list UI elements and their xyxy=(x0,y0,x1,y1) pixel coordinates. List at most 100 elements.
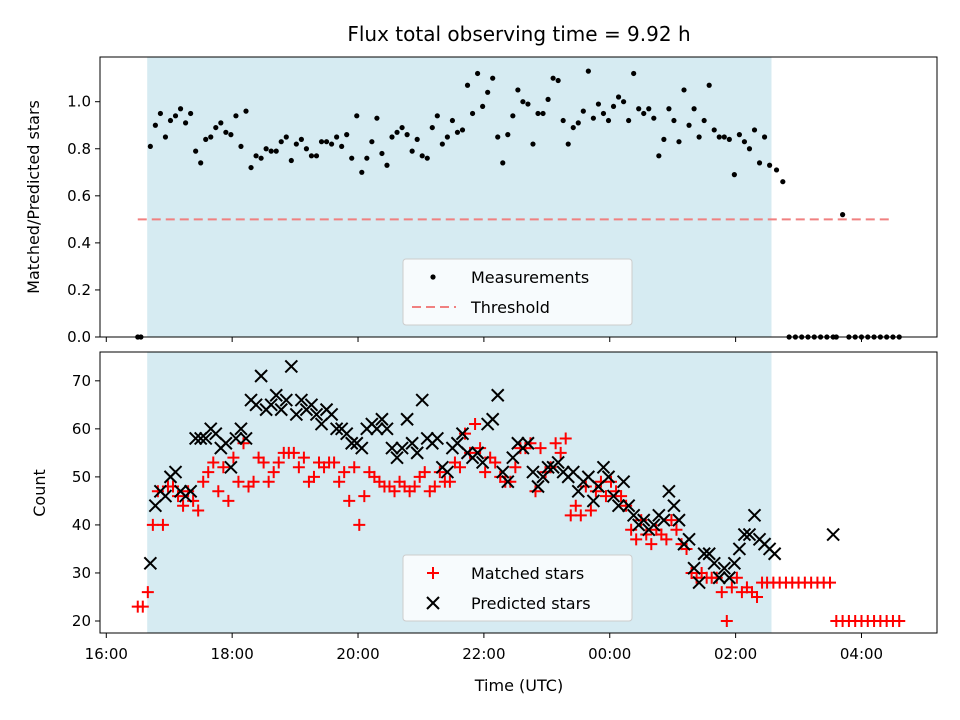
predicted-point xyxy=(667,499,681,513)
predicted-point xyxy=(304,398,319,412)
predicted-point xyxy=(324,407,339,422)
measurement-point xyxy=(495,134,501,140)
predicted-point xyxy=(611,499,626,513)
matched-point xyxy=(630,533,643,546)
matched-point xyxy=(534,442,547,455)
top-panel: 0.0 0.2 0.4 0.6 0.8 1.0 Matched/Predicted sta… xyxy=(24,56,938,346)
measurement-point xyxy=(193,148,199,154)
measurement-point xyxy=(756,160,763,166)
matched-point xyxy=(146,518,159,531)
measurement-point xyxy=(525,101,531,107)
matched-point xyxy=(549,437,562,450)
matched-point xyxy=(554,446,567,459)
matched-point xyxy=(640,528,653,541)
predicted-point xyxy=(501,474,515,489)
measurement-point xyxy=(585,68,591,74)
predicted-point xyxy=(224,460,238,474)
predicted-point xyxy=(707,556,721,571)
measurement-point xyxy=(550,75,556,81)
legend-measurement-marker xyxy=(430,274,436,280)
predicted-point xyxy=(647,518,661,532)
predicted-point xyxy=(606,489,621,503)
measurement-point xyxy=(344,132,350,138)
x-axis-label: Time (UTC) xyxy=(474,676,563,695)
predicted-point xyxy=(395,441,409,455)
predicted-point xyxy=(702,547,716,561)
x-tick-label: 04:00 xyxy=(840,645,883,663)
predicted-point xyxy=(168,465,183,479)
measurement-point xyxy=(188,110,194,117)
measurement-point xyxy=(580,108,586,114)
matched-point xyxy=(433,466,446,479)
predicted-point xyxy=(586,494,601,508)
measurement-point xyxy=(540,110,546,117)
measurement-point xyxy=(656,153,662,159)
measurement-point xyxy=(641,110,647,117)
measurement-point xyxy=(746,146,753,152)
top-legend: Measurements Threshold xyxy=(402,258,633,326)
measurement-point xyxy=(248,164,254,171)
matched-point xyxy=(715,586,728,599)
matched-point xyxy=(893,614,906,627)
predicted-point xyxy=(712,571,726,585)
predicted-point xyxy=(637,513,651,527)
y-tick-label: 60 xyxy=(72,420,91,438)
measurement-point xyxy=(273,148,279,154)
x-tick-label: 02:00 xyxy=(714,645,757,663)
legend-matched-marker xyxy=(427,567,439,579)
measurement-point xyxy=(651,115,657,121)
y-tick-label: 0.2 xyxy=(67,281,91,299)
x-tick-label: 18:00 xyxy=(211,645,254,663)
measurement-point xyxy=(263,146,269,152)
predicted-point xyxy=(747,508,762,523)
measurement-point xyxy=(389,134,395,140)
y-tick-label: 0.4 xyxy=(67,234,91,252)
matched-point xyxy=(287,446,300,459)
legend-measurements: Measurements xyxy=(471,268,589,287)
measurement-point xyxy=(152,122,158,128)
predicted-point xyxy=(199,431,213,446)
measurement-point xyxy=(590,115,596,121)
measurement-point xyxy=(454,129,461,135)
bottom-x-ticks: 16:00 18:00 20:00 22:00 00:00 02:00 04:00 xyxy=(85,633,883,663)
measurement-point xyxy=(696,134,702,140)
matched-point xyxy=(443,475,456,488)
measurement-point xyxy=(646,106,652,112)
predicted-point xyxy=(621,499,636,513)
predicted-point xyxy=(601,470,616,484)
top-y-ticks: 0.0 0.2 0.4 0.6 0.8 1.0 xyxy=(67,93,100,346)
measurement-point xyxy=(636,106,642,112)
predicted-point xyxy=(626,508,641,523)
predicted-point xyxy=(264,398,278,412)
predicted-point xyxy=(692,575,706,590)
matched-point xyxy=(725,581,738,594)
measurement-point xyxy=(278,139,284,145)
predicted-point xyxy=(571,484,585,499)
matched-point xyxy=(156,518,169,531)
matched-point xyxy=(212,485,225,498)
predicted-point xyxy=(531,479,545,494)
measurement-point xyxy=(510,113,516,119)
top-axes-frame xyxy=(99,56,938,338)
legend-matched: Matched stars xyxy=(471,564,584,583)
matched-point xyxy=(227,451,240,464)
measurement-point xyxy=(615,94,622,100)
measurement-point xyxy=(394,129,400,135)
matched-point xyxy=(197,475,210,488)
legend-predicted-marker xyxy=(426,596,440,610)
predicted-point xyxy=(672,513,686,527)
predicted-point xyxy=(657,513,671,527)
predicted-point xyxy=(475,455,490,470)
measurement-point xyxy=(384,162,390,168)
predicted-point xyxy=(485,412,500,426)
measurement-point xyxy=(157,110,164,117)
predicted-point xyxy=(415,393,429,407)
measurement-point xyxy=(545,96,551,102)
measurement-point xyxy=(686,122,692,128)
matched-point xyxy=(479,466,492,479)
predicted-point xyxy=(355,441,369,455)
measurement-point xyxy=(233,113,239,119)
measurement-point xyxy=(485,89,491,95)
matched-point xyxy=(509,461,522,474)
measurement-points xyxy=(135,68,902,340)
